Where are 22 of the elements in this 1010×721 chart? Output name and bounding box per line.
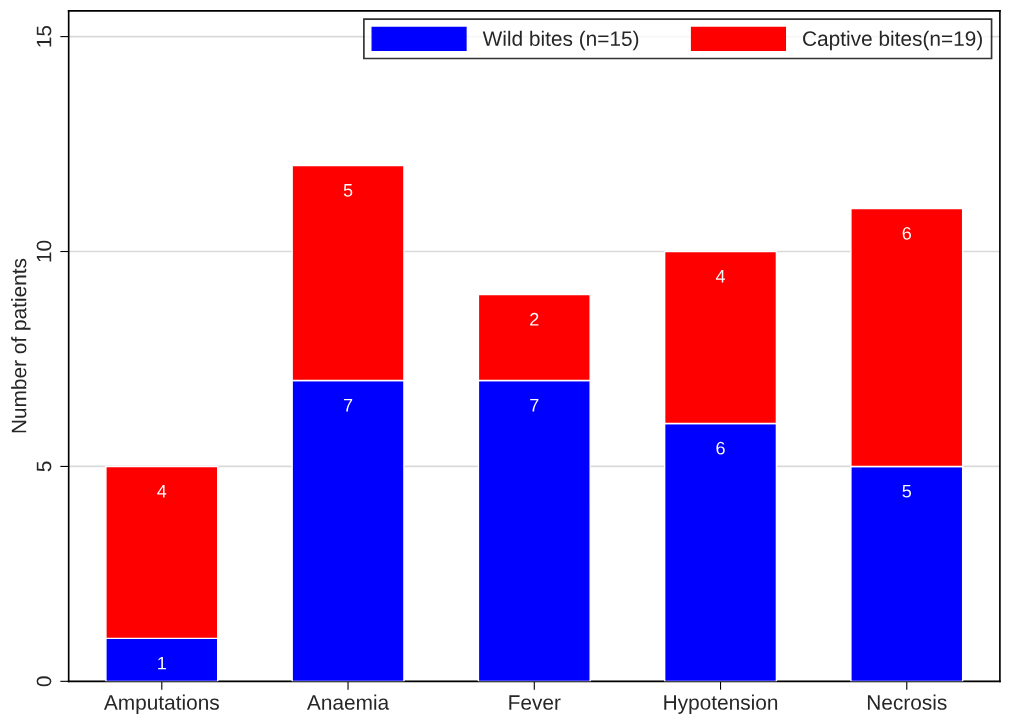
- data-label: 7: [343, 399, 353, 412]
- data-label: 7: [530, 399, 539, 412]
- data-label: 6: [716, 441, 725, 455]
- data-label: 6: [902, 226, 912, 240]
- x-tick-label: Hypotension: [664, 694, 778, 714]
- data-label: 1: [158, 656, 166, 670]
- y-tick-label: 15: [36, 25, 52, 47]
- y-axis-title: Number of patients: [11, 258, 31, 433]
- y-tick-label: 10: [36, 240, 52, 262]
- data-label: 5: [902, 484, 912, 498]
- x-tick-label: Anaemia: [306, 694, 390, 710]
- data-label: 2: [530, 312, 539, 326]
- x-tick-label: Fever: [509, 695, 561, 710]
- data-label: 5: [343, 184, 353, 197]
- data-label: 4: [715, 270, 726, 283]
- legend-label: Wild bites (n=15): [482, 30, 639, 51]
- y-tick-label: 5: [36, 461, 52, 472]
- legend-label: Captive bites(n=19): [803, 30, 982, 51]
- x-tick-label: Amputations: [103, 694, 219, 714]
- data-label: 4: [157, 484, 167, 498]
- y-tick-label: 0: [36, 676, 52, 687]
- x-tick-label: Necrosis: [867, 694, 947, 710]
